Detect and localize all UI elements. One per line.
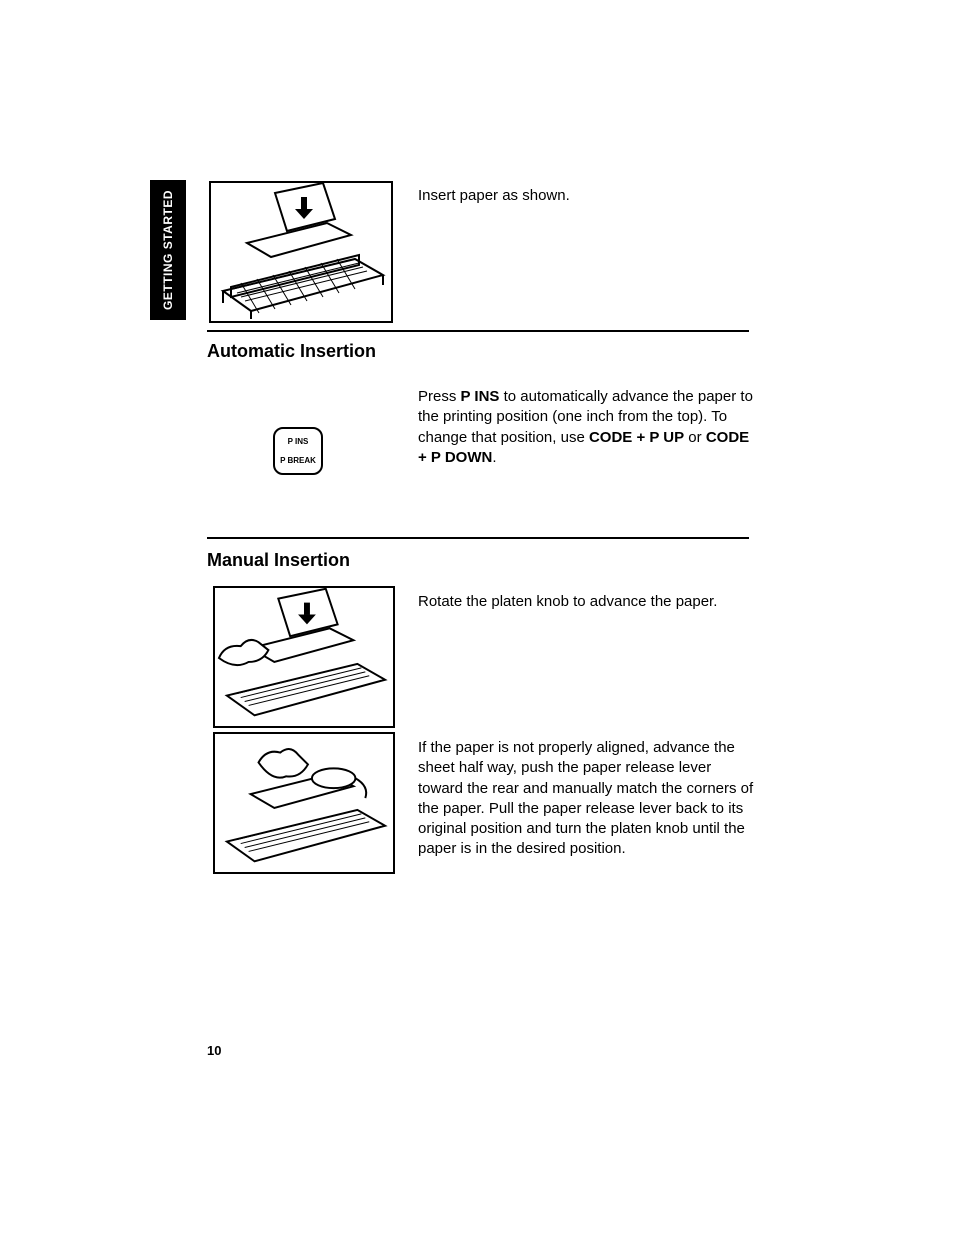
figure-paper-release — [213, 732, 395, 874]
key-label-bottom: P BREAK — [280, 457, 316, 465]
key-ref-pins: P INS — [461, 388, 500, 405]
typewriter-release-icon — [215, 734, 393, 872]
manual-insertion-para1: Rotate the platen knob to advance the pa… — [418, 592, 750, 612]
heading-automatic-insertion: Automatic Insertion — [207, 341, 376, 362]
figure-rotate-platen — [213, 586, 395, 728]
page-number: 10 — [207, 1043, 221, 1058]
manual-insertion-para2: If the paper is not properly aligned, ad… — [418, 738, 758, 860]
key-pins-pbreak: P INS P BREAK — [273, 427, 323, 475]
divider — [207, 537, 749, 539]
automatic-insertion-text: Press P INS to automatically advance the… — [418, 387, 758, 468]
manual-page: GETTING STARTED — [0, 0, 954, 1235]
insert-paper-text: Insert paper as shown. — [418, 186, 750, 206]
divider — [207, 330, 749, 332]
typewriter-platen-icon — [215, 588, 393, 726]
section-tab: GETTING STARTED — [150, 180, 186, 320]
section-tab-label: GETTING STARTED — [161, 190, 175, 310]
key-label-top: P INS — [288, 438, 309, 446]
key-ref-code-pup: CODE + P UP — [589, 429, 684, 446]
figure-insert-paper — [209, 181, 393, 323]
typewriter-insert-icon — [211, 183, 391, 321]
heading-manual-insertion: Manual Insertion — [207, 550, 350, 571]
